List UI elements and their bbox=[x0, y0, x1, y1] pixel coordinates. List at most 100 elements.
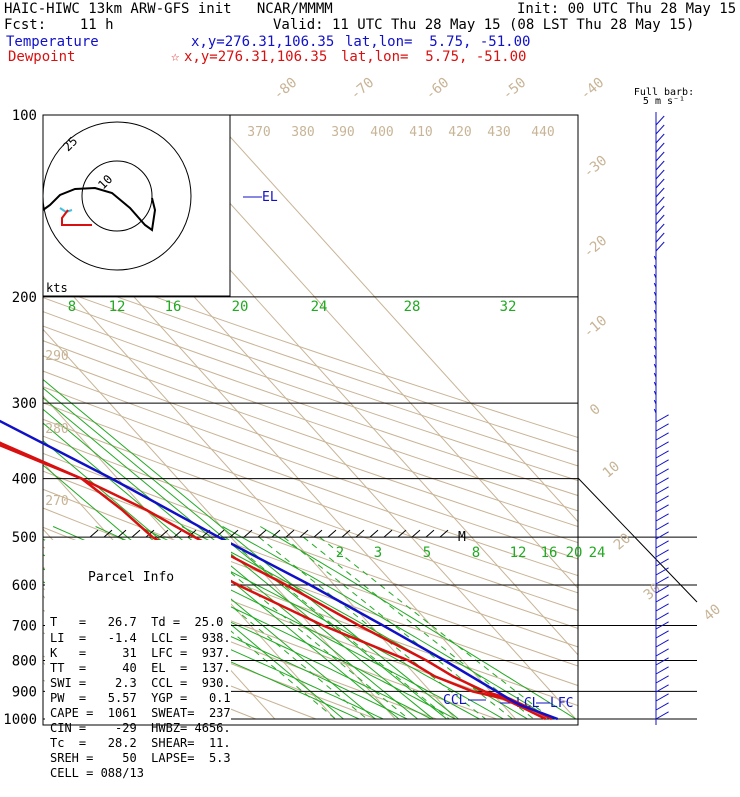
isotherm-label: -50 bbox=[500, 75, 530, 104]
pressure-tick-label: 1000 bbox=[3, 712, 37, 728]
dry-adiabat-line bbox=[43, 311, 578, 497]
dry-adiabat-line bbox=[43, 470, 578, 667]
mixing-ratio-label: 8 bbox=[472, 545, 480, 561]
wind-barb bbox=[655, 214, 665, 225]
melting-hatch bbox=[271, 529, 281, 538]
el-marker: EL bbox=[262, 190, 278, 205]
wind-barb bbox=[655, 702, 669, 711]
isotherm-label: -10 bbox=[581, 313, 611, 342]
wind-barb bbox=[653, 408, 657, 414]
isotherm-line bbox=[210, 115, 578, 523]
melting-hatch bbox=[131, 529, 141, 538]
wind-barb bbox=[653, 390, 657, 396]
mixing-ratio-label: 24 bbox=[589, 545, 606, 561]
isotherm-label: -80 bbox=[271, 75, 301, 104]
pressure-tick-label: 800 bbox=[12, 653, 37, 669]
wind-barb bbox=[655, 648, 669, 657]
temperature-latlon: lat,lon= 5.75, -51.00 bbox=[345, 34, 531, 50]
mixing-ratio-label: 16 bbox=[165, 299, 182, 315]
melting-hatch bbox=[89, 529, 99, 538]
mixing-ratio-label: 8 bbox=[68, 299, 76, 315]
isotherm-label: -30 bbox=[581, 153, 611, 182]
mixing-ratio-dashed-line bbox=[225, 536, 450, 720]
wind-barb bbox=[655, 450, 669, 459]
parcel-info-row: SWI = 2.3 CCL = 930. bbox=[50, 675, 231, 690]
melting-hatch bbox=[285, 529, 295, 538]
parcel-info-row: CAPE = 1061 SWEAT= 237 bbox=[50, 706, 231, 721]
parcel-info-row: K = 31 LFC = 937. bbox=[50, 645, 231, 660]
wind-barb bbox=[653, 300, 657, 306]
mixing-ratio-dashed-line bbox=[319, 536, 552, 720]
temperature-xy: x,y=276.31,106.35 bbox=[191, 34, 335, 50]
wind-barb bbox=[655, 693, 669, 702]
mixing-ratio-dashed-line bbox=[149, 536, 368, 720]
lfc-marker: LFC bbox=[550, 696, 573, 711]
theta-label: 420 bbox=[448, 125, 471, 140]
dry-adiabat-line bbox=[43, 269, 578, 453]
mixing-ratio-dashed-line bbox=[258, 536, 486, 720]
wind-barb bbox=[655, 196, 665, 207]
melting-hatch bbox=[299, 529, 309, 538]
forecast-hour: Fcst: 11 h bbox=[4, 17, 114, 33]
wind-barb bbox=[653, 309, 657, 315]
theta-label: 390 bbox=[331, 125, 354, 140]
barb-legend-title: Full barb: bbox=[634, 87, 694, 98]
wind-barb bbox=[655, 567, 669, 576]
wind-barb bbox=[653, 282, 657, 288]
pressure-tick-label: 100 bbox=[12, 108, 37, 124]
wind-barb bbox=[655, 504, 669, 513]
melting-hatch bbox=[383, 529, 393, 538]
isotherm-line bbox=[43, 395, 336, 720]
init-time: Init: 00 UTC Thu 28 May 15 bbox=[517, 1, 737, 17]
wind-barb bbox=[653, 336, 657, 342]
dewpoint-star-icon: ☆ bbox=[171, 49, 180, 65]
wind-barb bbox=[653, 363, 657, 369]
theta-label: 410 bbox=[409, 125, 432, 140]
perspective-edge bbox=[577, 477, 698, 603]
isotherm-label: 20 bbox=[611, 530, 634, 553]
mixing-ratio-label: 32 bbox=[500, 299, 517, 315]
wind-barb bbox=[655, 558, 669, 567]
parcel-info-row: LI = -1.4 LCL = 938. bbox=[50, 630, 231, 645]
wind-barb bbox=[653, 381, 657, 387]
dry-adiabat-line bbox=[43, 325, 578, 512]
parcel-profile bbox=[0, 419, 559, 721]
parcel-info-row: PW = 5.57 YGP = 0.1 bbox=[50, 690, 231, 705]
melting-hatch bbox=[411, 529, 421, 538]
melting-hatch bbox=[257, 529, 267, 538]
moist-adiabat-line bbox=[260, 526, 577, 720]
wind-barb bbox=[655, 657, 669, 666]
model-line: HAIC-HIWC 13km ARW-GFS init NCAR/MMMM bbox=[4, 1, 333, 17]
mixing-ratio-label: 2 bbox=[336, 545, 344, 561]
wind-barb bbox=[655, 585, 669, 594]
wind-barb bbox=[655, 639, 669, 648]
parcel-info-title: Parcel Info bbox=[88, 570, 175, 586]
wind-barb bbox=[653, 264, 657, 270]
hodograph-units: kts bbox=[46, 281, 68, 295]
dry-adiabat-line bbox=[43, 452, 578, 648]
melting-hatch bbox=[397, 529, 407, 538]
wind-barb bbox=[655, 432, 669, 441]
wind-barb bbox=[653, 399, 657, 405]
parcel-info-row: CELL = 088/13 bbox=[50, 766, 144, 781]
isotherm-line bbox=[43, 328, 396, 720]
wind-barb bbox=[655, 414, 669, 423]
melting-hatch bbox=[173, 529, 183, 538]
theta-label: 370 bbox=[247, 125, 270, 140]
wind-barb bbox=[653, 291, 657, 297]
wind-barb bbox=[655, 576, 669, 585]
wind-barb bbox=[655, 549, 669, 558]
wind-barb bbox=[655, 423, 669, 432]
mixing-ratio-label: 16 bbox=[541, 545, 558, 561]
pressure-tick-label: 700 bbox=[12, 618, 37, 634]
isotherm-label: -20 bbox=[581, 233, 611, 262]
pressure-tick-label: 600 bbox=[12, 578, 37, 594]
dewpoint-label: Dewpoint bbox=[8, 49, 76, 65]
dry-adiabat-line bbox=[43, 297, 578, 482]
wind-barb bbox=[655, 441, 669, 450]
hodograph-trace bbox=[42, 186, 157, 232]
parcel-info-row: CIN = -29 HWBZ= 4656. bbox=[50, 721, 231, 736]
mixing-ratio-dashed-line bbox=[187, 536, 410, 720]
wind-barb bbox=[653, 255, 657, 261]
pressure-tick-label: 900 bbox=[12, 684, 37, 700]
